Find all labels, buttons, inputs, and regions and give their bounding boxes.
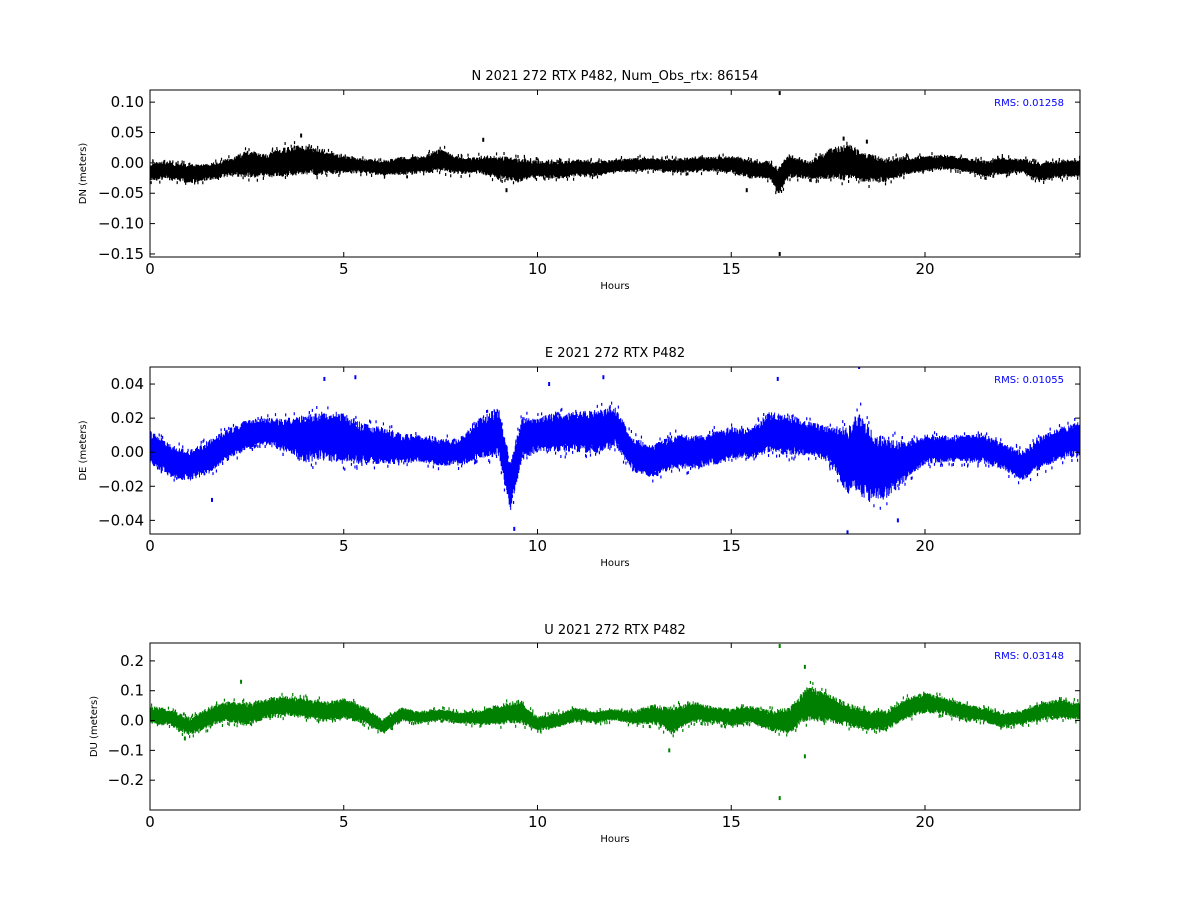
outlier-point	[776, 376, 779, 381]
x-tick-label: 10	[528, 537, 547, 555]
outlier-point	[513, 526, 516, 531]
x-tick-label: 15	[722, 813, 741, 831]
x-tick-label: 20	[915, 260, 934, 278]
x-axis-label: Hours	[600, 834, 629, 845]
outlier-point	[183, 736, 186, 741]
axes-frame	[149, 89, 1081, 258]
subplot-east: E 2021 272 RTX P482 DE (meters) Hours RM…	[78, 346, 1081, 569]
outlier-point	[778, 643, 781, 648]
chart-title: E 2021 272 RTX P482	[545, 346, 685, 361]
outlier-point	[668, 748, 671, 753]
x-tick-label: 20	[915, 813, 934, 831]
y-tick-label: 0.00	[111, 154, 144, 172]
axes-frame	[149, 366, 1081, 535]
outlier-point	[896, 518, 899, 523]
x-tick-label: 20	[915, 537, 934, 555]
subplot-up: U 2021 272 RTX P482 DU (meters) Hours RM…	[89, 623, 1081, 845]
outlier-point	[842, 136, 845, 141]
y-tick-label: 0.2	[120, 652, 144, 670]
x-tick-label: 10	[528, 813, 547, 831]
y-tick-label: 0.05	[111, 124, 144, 142]
outlier-point	[865, 139, 868, 144]
chart-title: N 2021 272 RTX P482, Num_Obs_rtx: 86154	[472, 69, 759, 84]
y-tick-label: 0.02	[111, 409, 144, 427]
x-tick-label: 5	[339, 813, 349, 831]
outlier-point	[858, 367, 861, 369]
y-axis-label: DU (meters)	[89, 696, 100, 757]
outlier-point	[778, 796, 781, 801]
subplot-north: N 2021 272 RTX P482, Num_Obs_rtx: 86154 …	[78, 69, 1081, 292]
outlier-point	[778, 251, 781, 256]
x-axis-label: Hours	[600, 281, 629, 292]
outlier-point	[354, 375, 357, 380]
outlier-point	[548, 382, 551, 387]
y-axis-label: DE (meters)	[78, 420, 89, 480]
outlier-point	[240, 679, 243, 684]
outlier-point	[482, 137, 485, 142]
x-tick-label: 10	[528, 260, 547, 278]
y-tick-label: −0.02	[98, 477, 144, 495]
x-tick-label: 5	[339, 537, 349, 555]
rms-annotation: RMS: 0.03148	[994, 651, 1064, 662]
y-tick-label: 0.10	[111, 93, 144, 111]
axes-frame	[149, 642, 1081, 811]
outlier-point	[803, 754, 806, 759]
x-axis-label: Hours	[600, 558, 629, 569]
x-tick-label: 0	[145, 537, 155, 555]
outlier-point	[505, 188, 508, 193]
y-tick-label: −0.1	[108, 741, 144, 759]
outlier-point	[803, 664, 806, 669]
x-tick-label: 15	[722, 260, 741, 278]
x-tick-label: 0	[145, 813, 155, 831]
outlier-point	[323, 376, 326, 381]
y-tick-label: −0.15	[98, 245, 144, 263]
series-scatter	[150, 680, 1080, 739]
y-axis-label: DN (meters)	[78, 143, 89, 205]
y-tick-label: 0.04	[111, 375, 144, 393]
outlier-point	[778, 91, 781, 96]
y-tick-label: −0.2	[108, 771, 144, 789]
y-tick-label: 0.0	[120, 712, 144, 730]
outlier-point	[602, 375, 605, 380]
outlier-point	[300, 133, 303, 138]
y-tick-label: 0.1	[120, 682, 144, 700]
outlier-point	[211, 497, 213, 502]
outlier-point	[745, 188, 748, 193]
y-tick-label: −0.04	[98, 511, 144, 529]
series-scatter	[151, 401, 1080, 510]
chart-title: U 2021 272 RTX P482	[544, 623, 686, 638]
rms-annotation: RMS: 0.01055	[994, 375, 1064, 386]
y-tick-label: −0.10	[98, 215, 144, 233]
outlier-point	[846, 530, 849, 534]
x-tick-label: 0	[145, 260, 155, 278]
x-tick-label: 5	[339, 260, 349, 278]
x-tick-label: 15	[722, 537, 741, 555]
y-tick-label: 0.00	[111, 443, 144, 461]
rms-annotation: RMS: 0.01258	[994, 98, 1064, 109]
y-tick-label: −0.05	[98, 184, 144, 202]
